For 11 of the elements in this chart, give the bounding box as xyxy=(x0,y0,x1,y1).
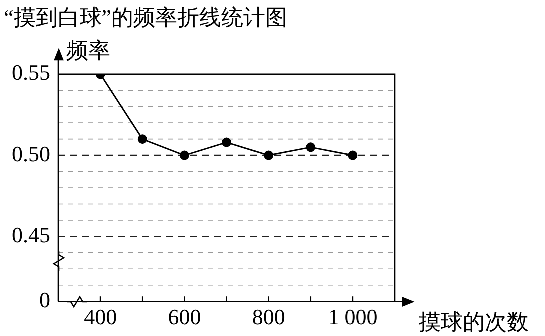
y-tick-label: 0.55 xyxy=(12,60,50,86)
x-axis-title: 摸球的次数 xyxy=(419,309,529,334)
x-tick-label: 800 xyxy=(252,304,286,330)
chart-title: “摸到白球”的频率折线统计图 xyxy=(4,4,288,30)
x-tick-label: 400 xyxy=(84,304,118,330)
y-tick-label: 0 xyxy=(40,287,50,312)
x-tick-label: 1 000 xyxy=(328,304,378,330)
y-tick-label: 0.45 xyxy=(12,222,50,248)
y-axis-title: 频率 xyxy=(66,38,110,64)
y-tick-label: 0.50 xyxy=(12,141,50,166)
x-tick-label: 600 xyxy=(168,304,202,330)
